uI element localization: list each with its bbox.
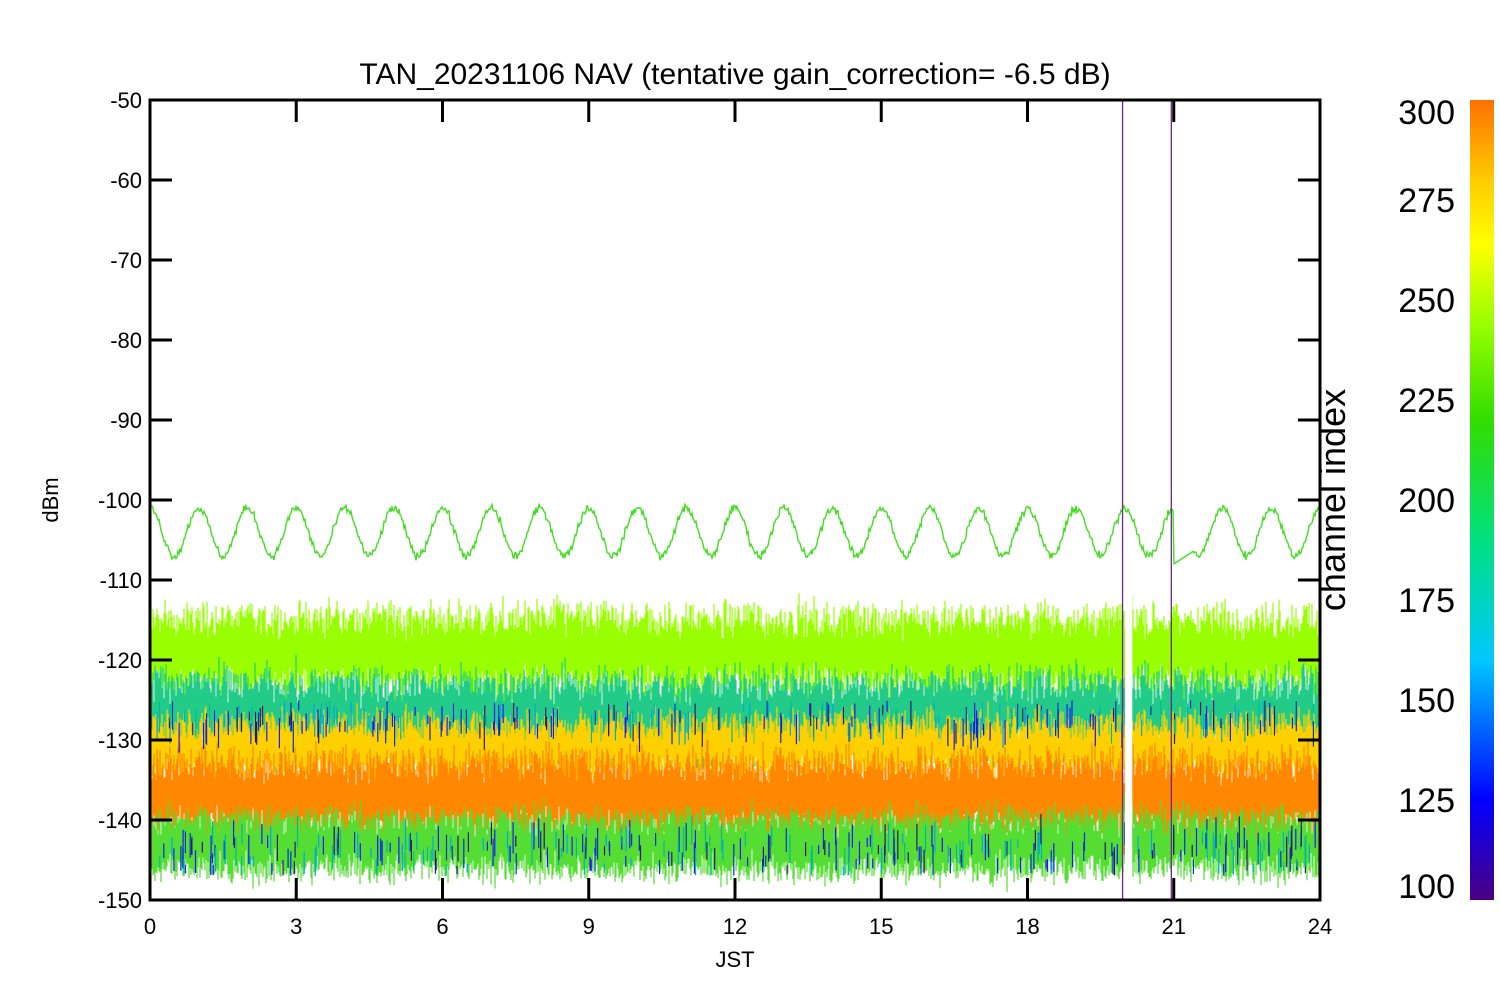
colorbar-ticks: 100 125 150 175 200 225 250 275 300 bbox=[1398, 94, 1455, 906]
series-band-300 bbox=[150, 738, 1320, 855]
x-tick-label: 18 bbox=[1015, 914, 1039, 939]
colorbar-tick-label: 275 bbox=[1398, 182, 1455, 220]
y-tick-label: -110 bbox=[100, 568, 142, 593]
colorbar-tick-label: 200 bbox=[1398, 482, 1455, 520]
data-gap bbox=[1125, 580, 1133, 900]
colorbar-tick-label: 175 bbox=[1398, 582, 1455, 620]
series-band-262 bbox=[150, 593, 1320, 711]
x-axis-label: JST bbox=[715, 947, 754, 972]
series-outliers bbox=[156, 700, 1320, 876]
x-axis: 0 3 6 9 12 15 18 21 24 bbox=[144, 100, 1332, 939]
nav-sinusoid bbox=[150, 501, 1320, 566]
y-tick-label: -120 bbox=[98, 648, 142, 673]
y-tick-label: -140 bbox=[98, 808, 142, 833]
x-tick-label: 9 bbox=[583, 914, 595, 939]
x-tick-label: 0 bbox=[144, 914, 156, 939]
x-tick-label: 3 bbox=[290, 914, 302, 939]
noise-bands bbox=[150, 593, 1320, 892]
colorbar-tick-label: 225 bbox=[1398, 382, 1455, 420]
colorbar-tick-label: 250 bbox=[1398, 282, 1455, 320]
x-tick-label: 6 bbox=[436, 914, 448, 939]
chart-title: TAN_20231106 NAV (tentative gain_correct… bbox=[359, 58, 1110, 91]
y-tick-label: -60 bbox=[110, 168, 142, 193]
colorbar-tick-label: 300 bbox=[1398, 94, 1455, 132]
x-tick-label: 15 bbox=[869, 914, 893, 939]
y-tick-label: -80 bbox=[110, 328, 142, 353]
plot-area bbox=[150, 100, 1320, 900]
y-tick-label: -90 bbox=[110, 408, 142, 433]
colorbar-label: channel index bbox=[1312, 389, 1353, 611]
x-tick-label: 12 bbox=[723, 914, 747, 939]
x-tick-label: 24 bbox=[1308, 914, 1332, 939]
y-tick-label: -130 bbox=[98, 728, 142, 753]
colorbar-tick-label: 150 bbox=[1398, 682, 1455, 720]
y-tick-label: -50 bbox=[110, 88, 142, 113]
x-tick-label: 21 bbox=[1162, 914, 1186, 939]
colorbar bbox=[1470, 100, 1494, 900]
y-tick-label: -100 bbox=[98, 488, 142, 513]
colorbar-tick-label: 100 bbox=[1398, 868, 1455, 906]
y-tick-label: -70 bbox=[110, 248, 142, 273]
y-axis: -50 -60 -70 -80 -90 -100 -110 -120 -130 -140 -150 bbox=[98, 88, 1320, 913]
vertical-lines bbox=[1121, 100, 1172, 900]
colorbar-tick-label: 125 bbox=[1398, 782, 1455, 820]
y-tick-label: -150 bbox=[98, 888, 142, 913]
y-axis-label: dBm bbox=[38, 477, 63, 522]
series-line-245 bbox=[150, 501, 1320, 566]
